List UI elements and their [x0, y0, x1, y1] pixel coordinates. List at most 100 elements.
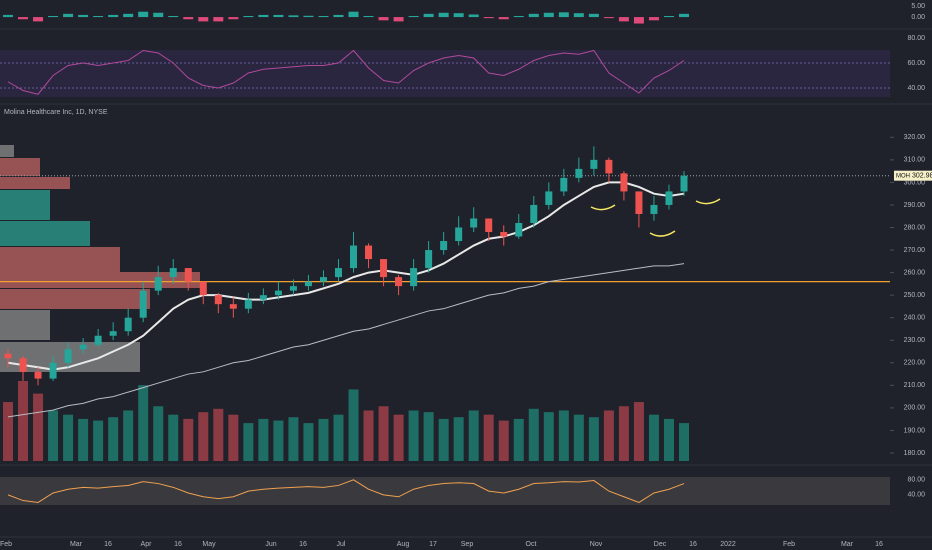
macd-bar [288, 15, 299, 18]
macd-bar [543, 12, 554, 18]
volume-bar [33, 393, 44, 461]
symbol-label: MOH [896, 173, 910, 179]
volume-bar [453, 417, 464, 461]
x-tick-label: 16 [104, 541, 112, 548]
y-tick-label: 230.00 [904, 337, 926, 344]
candle-body [530, 204, 538, 223]
candle-body [109, 331, 117, 336]
candle-body [635, 191, 643, 214]
rsi-line [7, 49, 685, 95]
volume-bar [423, 412, 434, 461]
macd-bar [408, 16, 419, 18]
candle-body [304, 281, 312, 287]
y-tick-label: 240.00 [904, 315, 926, 322]
macd-bar [33, 17, 44, 22]
macd-bar [258, 14, 269, 18]
y-tick-label: 190.00 [904, 427, 926, 434]
macd-bar [318, 16, 329, 18]
macd-bar [513, 16, 524, 18]
volume-bar [198, 412, 209, 461]
macd-bar [348, 11, 359, 18]
macd-bar [123, 13, 134, 18]
candle-body [560, 177, 568, 192]
macd-bar [93, 16, 104, 18]
x-tick-label: Jun [265, 541, 276, 548]
chart-title: Molina Healthcare Inc, 1D, NYSE [4, 109, 108, 116]
macd-bar [243, 16, 254, 18]
macd-bar [633, 17, 644, 24]
macd-bar [138, 11, 149, 18]
macd-bar [603, 17, 614, 19]
y-tick-label: 40.00 [907, 85, 925, 92]
volume-bar [438, 418, 449, 461]
candle-body [214, 295, 222, 305]
y-tick-label: 270.00 [904, 247, 926, 254]
candle-body [229, 304, 237, 309]
y-tick-label: 310.00 [904, 157, 926, 164]
macd-bar [648, 17, 659, 21]
macd-bar [558, 12, 569, 18]
candle-body [319, 277, 327, 282]
volume-bar [483, 414, 494, 461]
macd-bar [423, 13, 434, 18]
volume-bar [273, 420, 284, 461]
candle-body [4, 353, 12, 359]
candle-body [455, 227, 463, 242]
macd-bar [679, 13, 689, 18]
candle-body [410, 268, 418, 287]
candle-body [485, 218, 493, 233]
candle-body [79, 344, 87, 350]
volume-bar [618, 406, 629, 461]
candle-body [124, 317, 132, 332]
macd-bar [48, 16, 59, 18]
candle-body [605, 159, 613, 174]
x-tick-label: 16 [174, 541, 182, 548]
candle-body [184, 268, 192, 282]
candle-body [34, 371, 42, 379]
candle-body [94, 335, 102, 345]
volume-bar [318, 418, 329, 461]
macd-bar [108, 14, 119, 18]
volume-bar [93, 420, 104, 461]
x-tick-label: 16 [299, 541, 307, 548]
symbol-tag [894, 170, 910, 181]
macd-bar [453, 13, 464, 18]
candle-body [334, 268, 342, 278]
candle-body [440, 241, 448, 251]
volume-bar [679, 423, 689, 461]
x-tick-label: Nov [590, 541, 603, 548]
volume-bar [393, 414, 404, 461]
volume-bar [288, 417, 299, 461]
candle-body [49, 362, 57, 379]
candle-body [650, 204, 658, 214]
volume-bar [78, 418, 89, 461]
x-tick-label: 2022 [720, 541, 736, 548]
ma-slow [7, 263, 685, 418]
candle-body [590, 159, 598, 169]
x-tick-label: Dec [654, 541, 667, 548]
y-tick-label: 80.00 [907, 477, 925, 484]
macd-bar [213, 17, 224, 22]
candle-body [665, 191, 673, 205]
macd-bar [573, 13, 584, 18]
x-tick-label: Oct [526, 541, 537, 548]
osc-band [0, 477, 890, 505]
volume-bar [378, 406, 389, 461]
y-tick-label: 210.00 [904, 382, 926, 389]
candle-body [470, 218, 478, 228]
macd-bar [618, 17, 629, 22]
volume-bar [108, 417, 119, 461]
candle-body [425, 250, 433, 269]
y-tick-label: 0.00 [911, 14, 925, 21]
macd-bar [273, 14, 284, 18]
macd-bar [3, 14, 13, 18]
y-tick-label: 220.00 [904, 360, 926, 367]
candle-body [199, 281, 207, 296]
candle-body [395, 277, 403, 287]
macd-bar [483, 17, 494, 19]
candle-body [365, 245, 373, 260]
x-tick-label: Jul [337, 541, 346, 548]
y-tick-label: 40.00 [907, 492, 925, 499]
